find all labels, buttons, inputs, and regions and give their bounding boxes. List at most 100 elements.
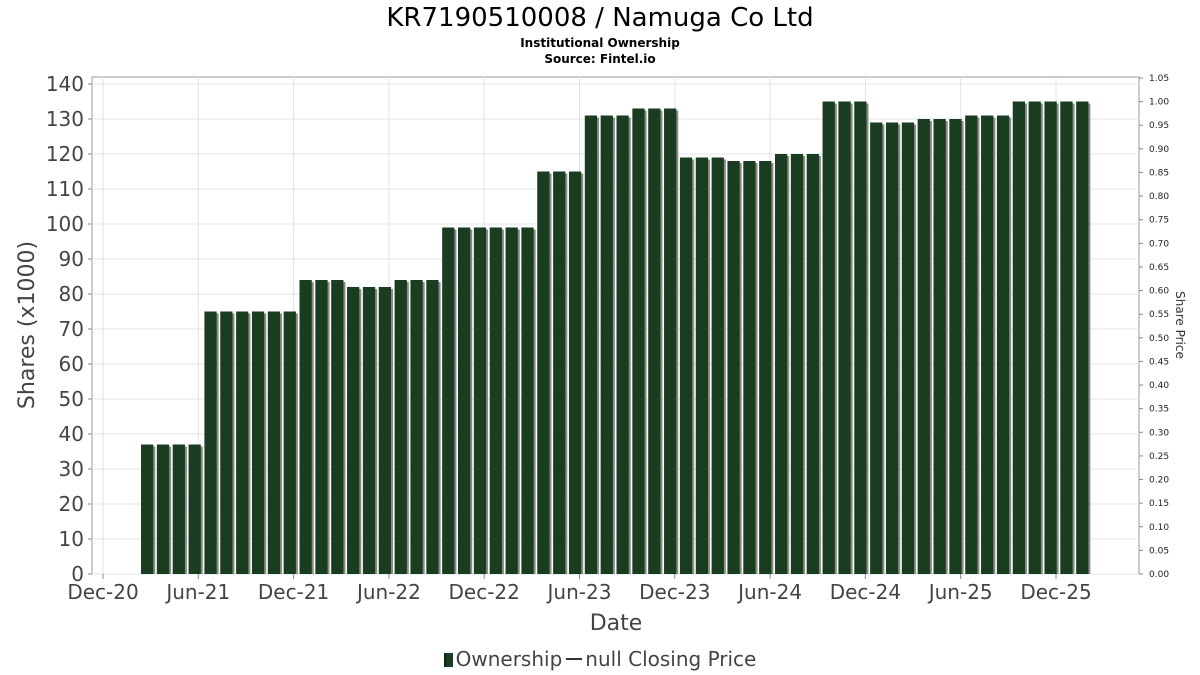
- bar: [378, 287, 391, 574]
- bar: [489, 227, 502, 574]
- bar: [283, 311, 296, 574]
- x-tick-label: Dec-24: [830, 580, 901, 604]
- y2-tick-label: 0.55: [1149, 310, 1169, 320]
- y-axis-ticks: 0 10 20 30 40 50 60 70 80 90 100 110 120 130 140: [46, 72, 92, 586]
- y2-tick-label: 0.15: [1149, 499, 1169, 509]
- bar: [806, 154, 819, 574]
- bar: [473, 227, 487, 574]
- bar: [1044, 101, 1057, 574]
- bar: [568, 171, 582, 574]
- bar: [695, 157, 708, 574]
- bar: [299, 280, 312, 574]
- bar: [1060, 101, 1073, 574]
- x-tick-label: Dec-22: [449, 580, 520, 604]
- bar: [870, 122, 883, 574]
- y2-axis-ticks: 0.00 0.05 0.10 0.15 0.20 0.25 0.30 0.35 0.40 0.45…: [1139, 74, 1169, 580]
- bar: [204, 311, 217, 574]
- bar: [996, 115, 1010, 574]
- bar: [616, 115, 629, 574]
- bar: [679, 157, 693, 574]
- bar: [521, 227, 534, 574]
- y-tick-label: 130: [46, 107, 84, 131]
- y2-tick-label: 0.30: [1149, 428, 1169, 438]
- bar: [410, 280, 423, 574]
- chart-subtitle: Institutional Ownership: [520, 36, 680, 50]
- x-tick-label: Dec-20: [67, 580, 138, 604]
- x-axis-label: Date: [590, 611, 643, 636]
- bar: [901, 122, 915, 574]
- bar: [838, 101, 851, 574]
- bar: [933, 119, 946, 574]
- y-tick-label: 10: [59, 527, 84, 551]
- y-tick-label: 30: [59, 457, 84, 481]
- y2-tick-label: 0.85: [1149, 168, 1169, 178]
- y-tick-label: 0: [71, 562, 84, 586]
- y2-tick-label: 1.05: [1149, 74, 1169, 84]
- x-axis-ticks: Dec-20 Jun-21 Dec-21 Jun-22 Dec-22 Jun-23 Dec-…: [67, 574, 1092, 604]
- bar: [236, 311, 249, 574]
- y2-tick-label: 0.20: [1149, 476, 1169, 486]
- bar: [156, 444, 170, 574]
- bar: [727, 161, 740, 574]
- bar: [743, 161, 756, 574]
- bar: [775, 154, 788, 574]
- ownership-legend-swatch: [443, 653, 453, 667]
- y2-tick-label: 0.95: [1149, 121, 1169, 131]
- y-tick-label: 70: [59, 317, 84, 341]
- bar: [584, 115, 598, 574]
- bar: [917, 119, 930, 574]
- y-tick-label: 110: [46, 177, 84, 201]
- bar: [981, 115, 994, 574]
- bar: [822, 101, 835, 574]
- bar: [1012, 101, 1025, 574]
- x-tick-label: Jun-25: [927, 580, 993, 604]
- bar: [315, 280, 328, 574]
- bar: [251, 311, 265, 574]
- plot-area: [91, 76, 1140, 575]
- y-axis-label: Shares (x1000): [15, 241, 40, 409]
- y2-tick-label: 0.00: [1149, 570, 1169, 580]
- y-tick-label: 80: [59, 282, 84, 306]
- y2-tick-label: 0.80: [1149, 192, 1169, 202]
- x-tick-label: Jun-21: [164, 580, 230, 604]
- y2-tick-label: 0.50: [1149, 334, 1169, 344]
- y2-axis-label: Share Price: [1173, 291, 1187, 359]
- x-tick-label: Dec-23: [639, 580, 710, 604]
- bar: [790, 154, 804, 574]
- bar: [458, 227, 471, 574]
- x-tick-label: Jun-24: [736, 580, 802, 604]
- y2-tick-label: 0.05: [1149, 546, 1169, 556]
- bar: [362, 287, 376, 574]
- y2-tick-label: 0.10: [1149, 523, 1169, 533]
- x-tick-label: Dec-25: [1020, 580, 1091, 604]
- y-tick-label: 140: [46, 72, 84, 96]
- y-tick-label: 50: [59, 387, 84, 411]
- price-legend-line: [566, 658, 583, 660]
- bar: [711, 157, 724, 574]
- x-tick-label: Jun-22: [355, 580, 421, 604]
- grid-lines: [92, 77, 1139, 575]
- y2-tick-label: 0.60: [1149, 287, 1169, 297]
- x-tick-label: Dec-21: [258, 580, 329, 604]
- y-tick-label: 60: [59, 352, 84, 376]
- bar: [220, 311, 233, 574]
- bar: [426, 280, 439, 574]
- chart-title: KR7190510008 / Namuga Co Ltd: [386, 3, 814, 33]
- bar: [331, 280, 344, 574]
- y-tick-label: 100: [46, 212, 84, 236]
- bar: [172, 444, 185, 574]
- y2-tick-label: 1.00: [1149, 98, 1169, 108]
- y-tick-label: 120: [46, 142, 84, 166]
- bar: [1028, 101, 1041, 574]
- legend: Ownership null Closing Price: [0, 646, 1200, 672]
- y2-tick-label: 0.35: [1149, 405, 1169, 415]
- chart-source: Source: Fintel.io: [544, 52, 656, 66]
- y2-tick-label: 0.70: [1149, 239, 1169, 249]
- bar: [442, 227, 455, 574]
- bar: [854, 101, 867, 574]
- bar: [600, 115, 613, 574]
- y-tick-label: 20: [59, 492, 84, 516]
- bar: [188, 444, 201, 574]
- y2-tick-label: 0.40: [1149, 381, 1169, 391]
